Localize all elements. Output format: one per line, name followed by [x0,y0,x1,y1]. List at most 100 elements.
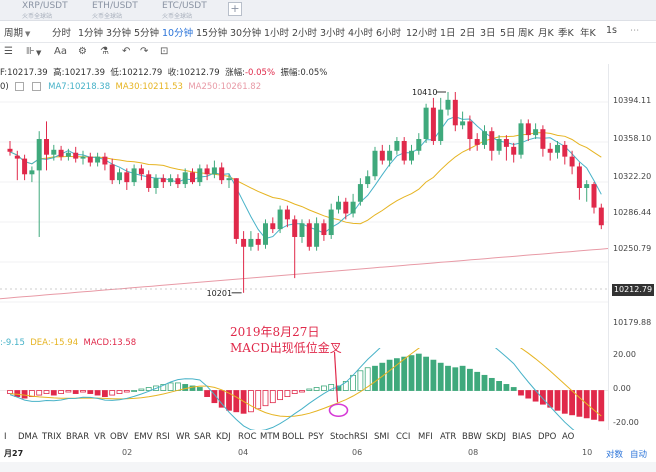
indicator-item[interactable]: RSI [156,432,170,442]
redo-icon[interactable]: ↷ [140,46,149,57]
candle-body [569,156,575,167]
candle-body [190,172,195,183]
candle-body [438,109,444,141]
indicator-icon[interactable]: ⚗ [100,46,109,57]
indicator-item[interactable]: PSY [308,432,324,442]
indicator-item[interactable]: SKDJ [486,432,507,442]
indicator-item[interactable]: AO [562,432,575,442]
candle-body [277,209,283,230]
time-axis[interactable]: 月27 02 04 06 08 10 对数 自动 [0,446,656,462]
interval-item[interactable]: 15分钟 [196,28,228,39]
macd-bar [291,390,298,394]
indicator-item[interactable]: SMI [374,432,390,442]
indicator-item[interactable]: StochRSI [330,432,368,442]
interval-item[interactable]: 2日 [460,28,476,39]
candle-body [482,131,487,145]
interval-item[interactable]: 30分钟 [230,28,262,39]
candle-body [95,156,101,163]
add-tab-button[interactable]: + [228,2,242,16]
interval-item[interactable]: 1分钟 [78,28,104,39]
interval-item[interactable]: 1s [606,25,617,36]
indicator-item[interactable]: TRIX [42,432,62,442]
interval-item[interactable]: 1小时 [264,28,290,39]
indicator-item[interactable]: ROC [238,432,257,442]
interval-item[interactable]: 月K [538,28,554,39]
interval-item[interactable]: 周K [518,28,534,39]
macd-bar [226,390,232,411]
interval-item[interactable]: 1日 [440,28,456,39]
interval-item[interactable]: 年K [580,28,596,39]
indicator-item[interactable]: DMA [18,432,38,442]
indicator-item[interactable]: WR [176,432,191,442]
open-label: F: [0,68,8,78]
candle-body [51,149,57,155]
tab-symbol: XRP/USDT [22,1,68,11]
price-tick: 10286.44 [613,208,652,217]
settings-icon[interactable]: ⚙ [78,46,87,57]
indicator-item[interactable]: BOLL [282,432,304,442]
interval-item[interactable]: 3日 [480,28,496,39]
interval-item[interactable]: 4小时 [348,28,374,39]
indicator-item[interactable]: CCI [396,432,411,442]
candle-body [328,209,334,236]
ma7-value: MA7:10218.38 [48,82,111,92]
macd-chart[interactable] [0,348,608,430]
price-tick: 10394.11 [613,96,652,105]
tab-xrp-usdt[interactable]: XRP/USDT 火币全球站 [16,0,86,20]
interval-item[interactable]: 3小时 [320,28,346,39]
indicator-item[interactable]: BBW [462,432,482,442]
indicator-item[interactable]: SAR [194,432,212,442]
undo-icon[interactable]: ↶ [122,46,131,57]
interval-item-active[interactable]: 10分钟 [162,28,194,39]
chart-type-icon[interactable]: ⊪ [26,46,35,57]
macd-bar [430,359,437,391]
more-icon[interactable]: ⋯ [630,25,640,36]
indicator-item[interactable]: BRAR [66,432,90,442]
indicator-item[interactable]: VR [94,432,106,442]
candle-body [299,223,305,237]
indicator-item[interactable]: OBV [110,432,129,442]
indicator-item[interactable]: MTM [260,432,280,442]
time-tick: 02 [122,448,133,457]
chevron-down-icon[interactable]: ▼ [36,49,42,57]
candle-body [124,172,130,183]
tab-eth-usdt[interactable]: ETH/USDT 火币全球站 [86,0,156,20]
settings-checkbox[interactable] [32,82,42,91]
indicator-item[interactable]: I [4,432,7,442]
macd-bar [50,390,57,396]
interval-item[interactable]: 5分钟 [134,28,160,39]
interval-item[interactable]: 5日 [500,28,516,39]
candlestick-chart[interactable]: 10410 10201 [0,88,608,338]
menu-icon[interactable]: ☰ [4,46,13,57]
interval-item[interactable]: 季K [558,28,574,39]
interval-bar: 周期 ▼ 分时 1分钟 3分钟 5分钟 10分钟 15分钟 30分钟 1小时 2小… [0,20,656,43]
indicator-item[interactable]: EMV [134,432,153,442]
interval-item[interactable]: 12小时 [406,28,438,39]
candle-body [401,140,407,161]
indicator-item[interactable]: BIAS [512,432,532,442]
interval-item[interactable]: 分时 [52,28,72,39]
screenshot-icon[interactable]: ⊡ [160,46,169,57]
candle-body [540,129,546,149]
indicator-item[interactable]: DPO [538,432,557,442]
log-scale-button[interactable]: 对数 [606,450,624,460]
macd-bar [182,384,189,391]
macd-bar [540,390,546,405]
auto-scale-button[interactable]: 自动 [630,450,648,460]
visibility-checkbox[interactable] [15,82,25,91]
interval-item[interactable]: 3分钟 [106,28,132,39]
indicator-item[interactable]: ATR [440,432,457,442]
interval-item[interactable]: 6小时 [376,28,402,39]
tab-etc-usdt[interactable]: ETC/USDT 火币全球站 [156,0,226,20]
interval-item[interactable]: 2小时 [292,28,318,39]
ma-prefix: 0) [0,82,9,92]
indicator-item[interactable]: KDJ [216,432,231,442]
price-axis[interactable]: 10394.11 10358.10 10322.20 10286.44 1025… [608,64,656,430]
macd-bar [328,384,335,391]
font-icon[interactable]: Aa [54,46,67,57]
candle-body [226,178,232,181]
macd-bar [233,390,240,413]
indicator-item[interactable]: MFI [418,432,433,442]
period-dropdown[interactable]: 周期 ▼ [4,25,30,39]
candle-body [547,148,553,153]
